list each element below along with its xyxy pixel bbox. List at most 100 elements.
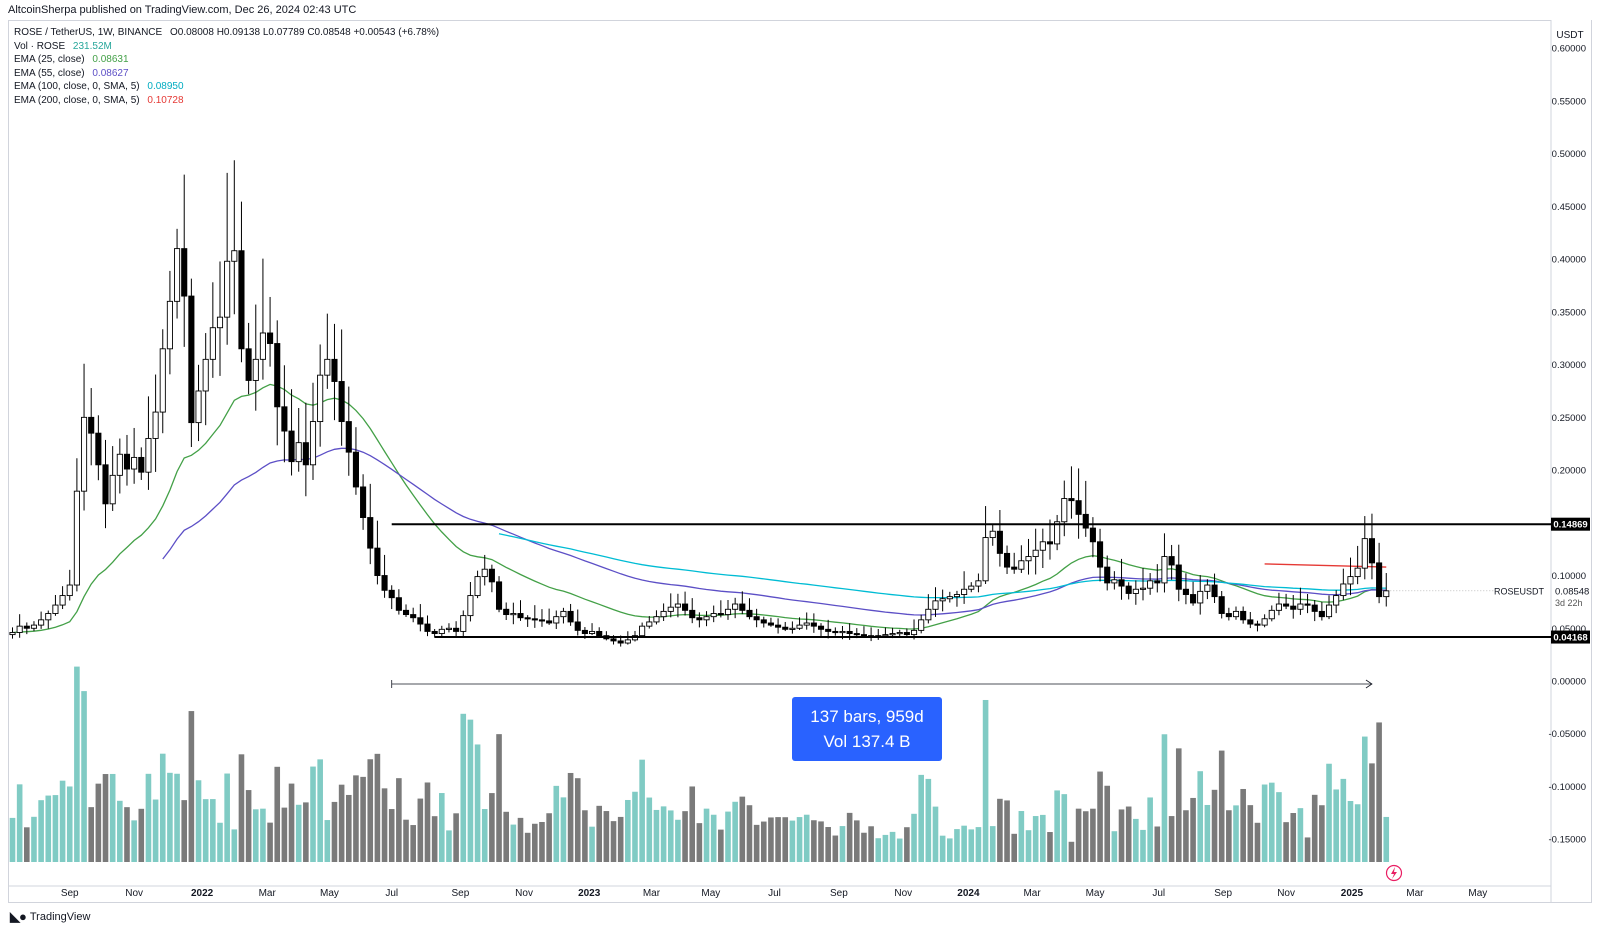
volume-bar	[775, 817, 781, 862]
candle-body	[224, 260, 231, 318]
legend-ema55-row[interactable]: EMA (55, close) 0.08627	[14, 67, 439, 81]
volume-bar	[1190, 797, 1196, 862]
candle-body	[116, 453, 123, 476]
volume-bar	[439, 793, 445, 862]
bar-countdown-label: 3d 22h	[1555, 598, 1583, 608]
time-tick-label: Jul	[1152, 888, 1165, 899]
candle-body	[460, 615, 467, 632]
candle-body	[889, 633, 896, 636]
candle-body	[732, 603, 739, 610]
candle-body	[710, 613, 717, 618]
volume-bar	[997, 798, 1003, 862]
candle-body	[402, 609, 410, 616]
candle-body	[1383, 590, 1390, 598]
candle-body	[216, 316, 224, 329]
candle-body	[1011, 566, 1018, 570]
time-tick-label: Sep	[830, 888, 848, 899]
volume-bar	[1276, 792, 1282, 862]
candle-body	[1261, 618, 1268, 626]
candle-body	[1225, 613, 1232, 618]
volume-bar	[653, 809, 660, 862]
price-tick-label: 0.00000	[1552, 677, 1586, 688]
volume-bar	[760, 821, 767, 862]
volume-bar	[517, 817, 524, 862]
volume-bar	[396, 778, 402, 862]
time-tick-label: Sep	[452, 888, 470, 899]
time-tick-label: 2024	[957, 888, 980, 899]
price-tick-label: -0.05000	[1548, 729, 1586, 740]
candle-body	[238, 250, 245, 350]
candle-body	[131, 456, 138, 470]
candle-body	[1075, 500, 1082, 515]
volume-bar	[596, 805, 603, 862]
candle-body	[918, 619, 925, 631]
volume-bar	[689, 786, 696, 862]
candle-body	[259, 332, 266, 360]
volume-bar	[803, 814, 810, 862]
volume-bar	[117, 800, 123, 862]
volume-bar	[324, 820, 331, 862]
time-tick-label: Nov	[894, 888, 912, 899]
volume-bar	[1240, 788, 1246, 862]
volume-bar	[388, 809, 395, 862]
legend-ema25-row[interactable]: EMA (25, close) 0.08631	[14, 53, 439, 67]
volume-bar	[496, 734, 502, 862]
volume-bar	[303, 802, 309, 862]
candle-body	[946, 596, 953, 600]
volume-bar	[1283, 822, 1289, 862]
volume-bar	[1347, 801, 1354, 862]
volume-bar	[603, 811, 610, 862]
legend-ema100-row[interactable]: EMA (100, close, 0, SMA, 5) 0.08950	[14, 80, 439, 94]
candle-body	[345, 421, 352, 453]
volume-bar	[1233, 805, 1239, 862]
volume-bar	[782, 817, 789, 862]
volume-bar	[338, 784, 345, 862]
legend-volume-row[interactable]: Vol · ROSE 231.52M	[14, 40, 439, 54]
volume-bar	[875, 838, 882, 862]
legend-symbol: ROSE / TetherUS, 1W, BINANCE	[14, 27, 163, 38]
price-tick-label: 0.40000	[1552, 255, 1586, 266]
candle-body	[1054, 521, 1061, 545]
volume-bar	[1297, 808, 1304, 862]
candle-body	[274, 343, 281, 408]
candle-body	[1283, 603, 1290, 607]
last-price-label: 0.08548	[1555, 586, 1589, 597]
price-label-badge	[1551, 630, 1590, 644]
candle-body	[760, 619, 767, 624]
volume-bar	[1004, 800, 1010, 862]
volume-bar	[939, 835, 946, 862]
candle-body	[95, 432, 102, 466]
candle-body	[817, 625, 825, 630]
candle-body	[953, 594, 961, 598]
candle-body	[1125, 585, 1132, 594]
candle-body	[1175, 564, 1182, 590]
legend-ema200-row[interactable]: EMA (200, close, 0, SMA, 5) 0.10728	[14, 94, 439, 108]
time-tick-label: 2022	[191, 888, 214, 899]
volume-bar	[703, 808, 710, 862]
volume-bar	[217, 822, 223, 862]
legend-volume-value: 231.52M	[72, 40, 112, 52]
candle-body	[674, 603, 681, 608]
candle-body	[903, 632, 910, 636]
time-tick-label: Nov	[515, 888, 533, 899]
volume-bar	[145, 773, 152, 862]
time-tick-label: Jul	[385, 888, 398, 899]
volume-bar	[725, 811, 731, 862]
candle-body	[975, 580, 982, 587]
volume-bar	[882, 834, 889, 862]
candle-body	[1089, 527, 1096, 543]
time-tick-label: Jul	[768, 888, 781, 899]
candle-body	[288, 430, 295, 463]
volume-bar	[961, 825, 967, 862]
candle-body	[939, 598, 946, 602]
legend-ema55-value: 0.08627	[92, 67, 129, 79]
volume-bar	[746, 805, 753, 862]
volume-bar	[1018, 811, 1025, 862]
candle-body	[80, 416, 88, 492]
candle-body	[574, 621, 581, 631]
legend-symbol-row[interactable]: ROSE / TetherUS, 1W, BINANCE O0.08008 H0…	[14, 26, 439, 40]
candle-body	[281, 406, 288, 432]
candle-body	[717, 613, 724, 616]
candle-body	[853, 633, 860, 636]
